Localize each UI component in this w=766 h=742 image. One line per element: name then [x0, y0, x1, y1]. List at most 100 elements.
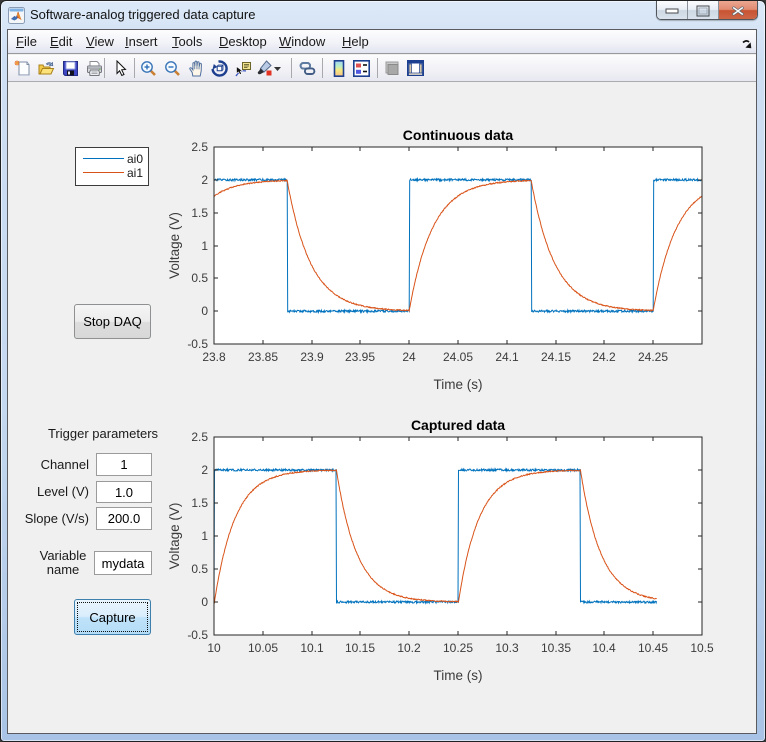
edit-plot-icon[interactable] [113, 59, 130, 77]
x-tick-label: 10.05 [248, 641, 278, 655]
x-tick-label: 23.85 [248, 350, 278, 364]
legend-label-ai1: ai1 [127, 166, 143, 180]
save-figure-icon[interactable] [62, 60, 79, 77]
matlab-logo-icon [8, 7, 25, 24]
x-tick-label: 10 [207, 641, 221, 655]
x-axis-label: Time (s) [434, 377, 483, 392]
stop-daq-button[interactable]: Stop DAQ [74, 304, 151, 339]
continuous-data-plot[interactable]: 23.8 23.85 23.9 23.95 24 24.05 24.1 24.15 24.2 24… [8, 83, 756, 413]
close-icon [732, 6, 744, 15]
menu-window[interactable]: Window [279, 34, 326, 49]
x-tick-label: 10.25 [443, 641, 473, 655]
x-tick-label: 10.1 [300, 641, 324, 655]
variable-label-line2: name [46, 562, 80, 577]
series-ai0 [213, 176, 702, 315]
x-axis-label: Time (s) [434, 668, 483, 683]
minimize-icon [665, 8, 679, 13]
menu-help[interactable]: Help [342, 34, 369, 49]
y-tick-label: 1 [201, 529, 208, 543]
close-button[interactable] [719, 1, 757, 19]
y-tick-label: 0 [201, 304, 208, 318]
channel-field[interactable] [96, 453, 152, 476]
series-ai0 [213, 467, 658, 605]
dock-figure-arrow-icon[interactable] [742, 39, 753, 50]
y-tick-label: 2.5 [191, 140, 208, 154]
menu-desktop[interactable]: Desktop [219, 34, 267, 49]
zoom-in-icon[interactable] [140, 60, 157, 77]
toolbar-separator [291, 58, 292, 78]
x-tick-label: 23.95 [345, 350, 375, 364]
y-tick-label: 2 [201, 173, 208, 187]
y-tick-label: 2.5 [191, 430, 208, 444]
x-tick-label: 24.1 [495, 350, 519, 364]
level-field[interactable] [96, 481, 152, 503]
toolbar-separator [134, 58, 135, 78]
maximize-icon [696, 5, 710, 16]
menu-bar: File Edit View Insert Tools Desktop Window Help [8, 30, 756, 54]
series-ai1 [213, 179, 702, 312]
minimize-button[interactable] [657, 1, 688, 19]
plot-legend[interactable]: ai0 ai1 [75, 147, 149, 186]
window-controls [656, 1, 758, 20]
captured-data-plot[interactable]: 10 10.05 10.1 10.15 10.2 10.25 10.3 10.35 10.4 10… [8, 413, 756, 733]
variable-name-label: Variable name [27, 549, 99, 577]
toolbar-separator [377, 58, 378, 78]
slope-field[interactable] [96, 507, 152, 530]
capture-button[interactable]: Capture [74, 599, 151, 635]
titlebar[interactable]: Software-analog triggered data capture [1, 1, 765, 30]
print-figure-icon[interactable] [86, 60, 103, 77]
insert-legend-icon[interactable] [352, 60, 370, 77]
show-plot-tools-icon[interactable] [406, 60, 424, 77]
x-tick-label: 10.2 [397, 641, 421, 655]
new-figure-icon[interactable] [14, 60, 31, 77]
rotate-3d-icon[interactable] [210, 60, 228, 77]
x-tick-label: 10.5 [690, 641, 714, 655]
insert-colorbar-icon[interactable] [331, 60, 348, 77]
menu-edit[interactable]: Edit [50, 34, 73, 49]
zoom-out-icon[interactable] [164, 60, 181, 77]
plot-title: Captured data [411, 417, 505, 433]
pan-icon[interactable] [188, 60, 205, 77]
x-tick-label: 24.25 [638, 350, 668, 364]
x-tick-label: 24.05 [443, 350, 473, 364]
series-ai1 [213, 468, 657, 604]
link-plot-icon[interactable] [299, 60, 316, 77]
variable-name-field[interactable] [94, 551, 152, 575]
capture-button-label: Capture [89, 609, 136, 625]
open-file-icon[interactable] [38, 60, 55, 77]
toolbar-separator [322, 58, 323, 78]
y-tick-label: -0.5 [187, 337, 208, 351]
x-tick-label: 24.15 [541, 350, 571, 364]
figure-canvas: ai0 ai1 Stop DAQ Trigger parameters Chan… [8, 83, 756, 733]
trigger-parameters-label: Trigger parameters [47, 426, 159, 441]
data-cursor-icon[interactable] [234, 60, 251, 77]
y-tick-label: 1.5 [191, 206, 208, 220]
matlab-app-icon [8, 7, 25, 24]
hide-plot-tools-icon[interactable] [384, 60, 401, 77]
menu-insert[interactable]: Insert [125, 34, 158, 49]
legend-label-ai0: ai0 [127, 152, 143, 166]
y-tick-label: 1.5 [191, 496, 208, 510]
y-tick-label: 0 [201, 595, 208, 609]
brush-dropdown-icon[interactable] [273, 60, 290, 77]
brush-icon[interactable] [256, 60, 273, 77]
y-tick-label: 0.5 [191, 562, 208, 576]
level-label: Level (V) [36, 484, 89, 499]
window-title: Software-analog triggered data capture [30, 7, 256, 22]
x-tick-label: 10.15 [345, 641, 375, 655]
toolbar [8, 55, 756, 82]
y-tick-label: 0.5 [191, 271, 208, 285]
x-tick-label: 10.3 [495, 641, 519, 655]
menu-file[interactable]: File [16, 34, 37, 49]
slope-label: Slope (V/s) [24, 511, 89, 526]
x-tick-label: 23.9 [300, 350, 324, 364]
y-tick-label: 2 [201, 463, 208, 477]
menu-tools[interactable]: Tools [172, 34, 203, 49]
variable-label-line1: Variable [39, 548, 87, 563]
maximize-button[interactable] [688, 1, 719, 19]
menu-view[interactable]: View [86, 34, 114, 49]
y-tick-label: 1 [201, 239, 208, 253]
channel-label: Channel [40, 457, 89, 472]
y-tick-label: -0.5 [187, 628, 208, 642]
